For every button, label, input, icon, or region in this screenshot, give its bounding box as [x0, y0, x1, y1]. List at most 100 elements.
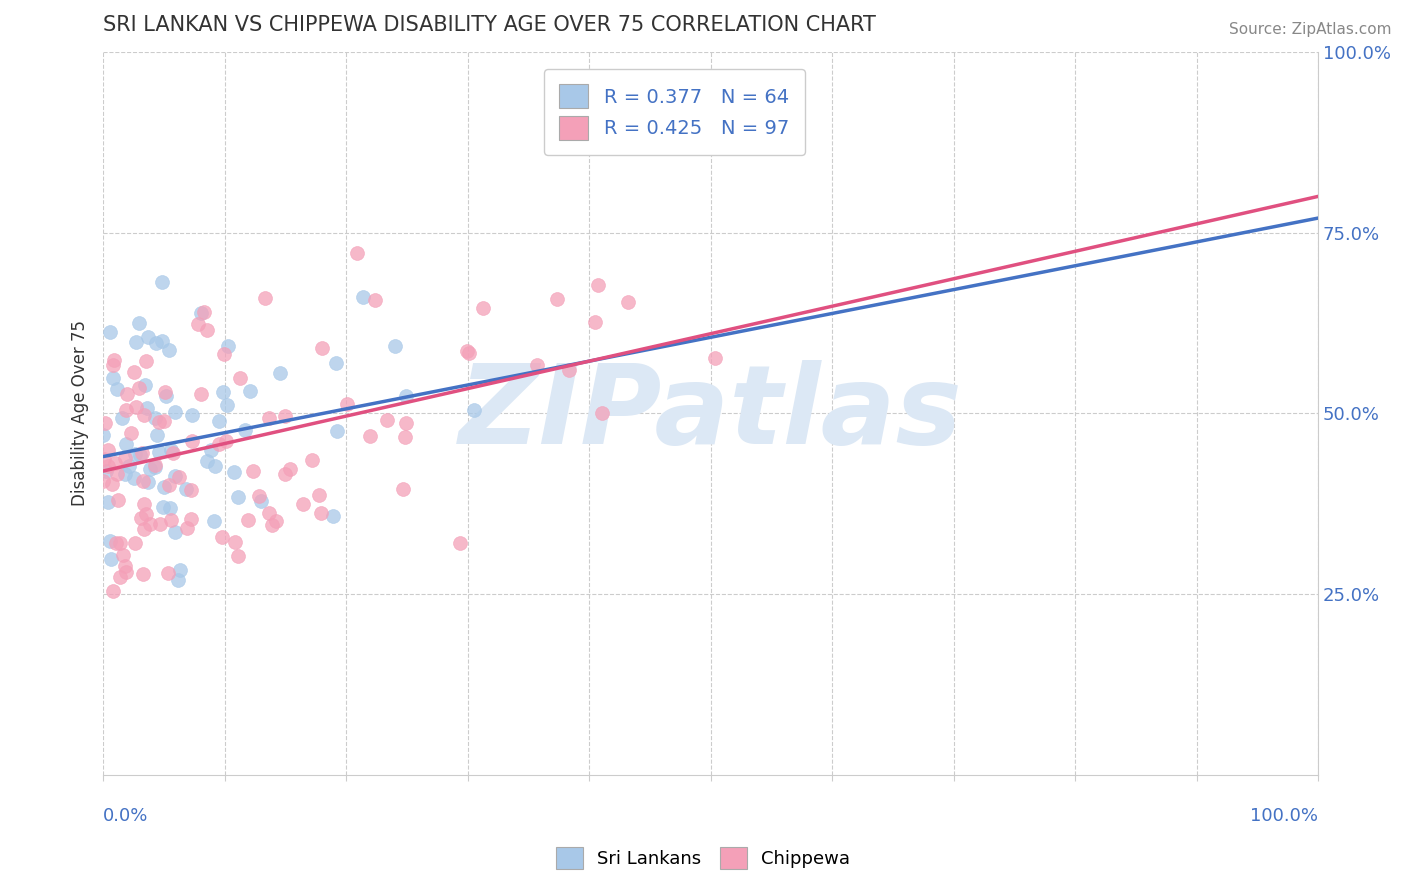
Point: [120, 425, 142, 440]
Text: 100.0%: 100.0%: [1250, 807, 1319, 825]
Point: [138, 330, 160, 344]
Point: [309, 506, 332, 520]
Point: [139, 516, 162, 531]
Point: [159, 500, 181, 515]
Text: Source: ZipAtlas.com: Source: ZipAtlas.com: [1229, 22, 1392, 37]
Point: [392, 483, 415, 497]
Point: [108, 569, 131, 583]
Point: [174, 482, 197, 496]
Point: [212, 385, 235, 400]
Point: [260, 517, 283, 532]
Point: [215, 398, 238, 412]
Point: [136, 475, 159, 489]
Point: [125, 400, 148, 414]
Point: [180, 512, 202, 526]
Point: [257, 507, 280, 521]
Point: [157, 477, 180, 491]
Point: [94, 465, 117, 479]
Point: [394, 388, 416, 402]
Point: [336, 397, 359, 411]
Point: [97, 459, 120, 474]
Legend: Sri Lankans, Chippewa: Sri Lankans, Chippewa: [547, 838, 859, 879]
Point: [471, 301, 494, 316]
Point: [526, 359, 548, 373]
Point: [375, 413, 398, 427]
Point: [143, 411, 166, 425]
Point: [311, 342, 333, 356]
Text: 0.0%: 0.0%: [103, 807, 149, 825]
Point: [155, 384, 177, 399]
Point: [105, 382, 128, 396]
Point: [135, 507, 157, 521]
Point: [224, 465, 246, 479]
Point: [363, 293, 385, 307]
Text: ZIPatlas: ZIPatlas: [458, 359, 963, 467]
Point: [226, 490, 249, 504]
Legend: R = 0.377   N = 64, R = 0.425   N = 97: R = 0.377 N = 64, R = 0.425 N = 97: [544, 69, 804, 155]
Point: [114, 558, 136, 573]
Point: [93, 416, 115, 430]
Point: [152, 500, 174, 515]
Point: [101, 358, 124, 372]
Point: [146, 427, 169, 442]
Point: [266, 514, 288, 528]
Point: [204, 458, 226, 473]
Point: [259, 411, 281, 425]
Point: [101, 477, 124, 491]
Point: [308, 488, 330, 502]
Point: [703, 351, 725, 366]
Point: [165, 524, 187, 539]
Point: [107, 493, 129, 508]
Point: [463, 403, 485, 417]
Point: [122, 365, 145, 379]
Point: [108, 536, 131, 550]
Point: [583, 315, 606, 329]
Point: [190, 387, 212, 401]
Point: [145, 336, 167, 351]
Point: [187, 317, 209, 331]
Point: [250, 494, 273, 508]
Point: [162, 446, 184, 460]
Point: [128, 448, 150, 462]
Point: [143, 460, 166, 475]
Point: [103, 584, 125, 599]
Point: [97, 443, 120, 458]
Point: [190, 306, 212, 320]
Point: [301, 453, 323, 467]
Point: [134, 497, 156, 511]
Point: [395, 416, 418, 430]
Point: [180, 483, 202, 498]
Point: [124, 536, 146, 550]
Point: [457, 345, 479, 359]
Point: [101, 371, 124, 385]
Point: [229, 371, 252, 385]
Point: [322, 508, 344, 523]
Point: [125, 334, 148, 349]
Point: [165, 468, 187, 483]
Point: [105, 467, 128, 482]
Point: [325, 356, 347, 370]
Point: [143, 458, 166, 473]
Point: [217, 339, 239, 353]
Point: [148, 445, 170, 459]
Point: [235, 423, 257, 437]
Point: [115, 566, 138, 580]
Point: [242, 465, 264, 479]
Point: [159, 443, 181, 458]
Point: [91, 474, 114, 488]
Point: [135, 353, 157, 368]
Point: [236, 513, 259, 527]
Point: [165, 405, 187, 419]
Point: [193, 304, 215, 318]
Point: [278, 462, 301, 476]
Point: [114, 403, 136, 417]
Point: [128, 381, 150, 395]
Point: [195, 454, 218, 468]
Point: [136, 401, 159, 416]
Point: [157, 343, 180, 357]
Point: [449, 536, 471, 550]
Point: [100, 551, 122, 566]
Point: [104, 456, 127, 470]
Point: [195, 323, 218, 337]
Point: [384, 339, 406, 353]
